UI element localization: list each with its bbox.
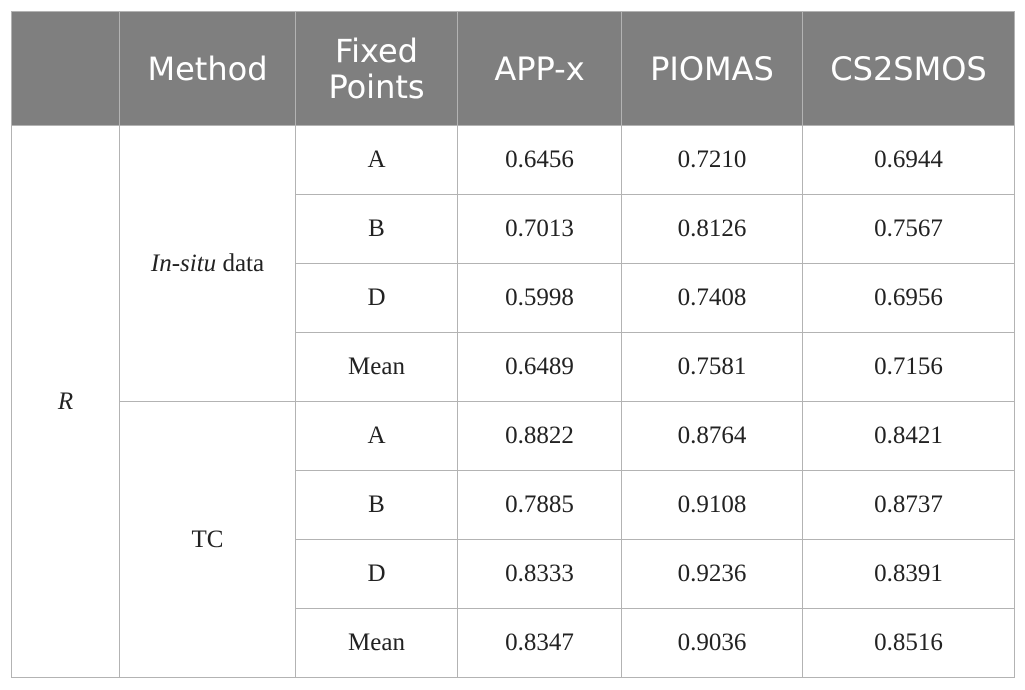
piomas-cell: 0.8126 [621,194,803,264]
app-x-cell: 0.5998 [457,263,622,333]
piomas-cell: 0.8764 [621,401,803,471]
header-piomas: PIOMAS [621,11,803,126]
piomas-cell: 0.7210 [621,125,803,195]
fixed-point-cell: D [295,263,458,333]
header-fixed-points: Fixed Points [295,11,458,126]
table-row: D 0.5998 0.7408 0.6956 [12,263,1015,333]
table-row: Mean 0.8347 0.9036 0.8516 [12,608,1015,678]
app-x-cell: 0.6489 [457,332,622,402]
fixed-point-cell: B [295,470,458,540]
method-rest: TC [191,525,224,553]
cs2smos-cell: 0.8737 [802,470,1015,540]
header-corner [11,11,120,126]
metric-label: R [11,125,120,678]
app-x-cell: 0.8347 [457,608,622,678]
cs2smos-cell: 0.8391 [802,539,1015,609]
fixed-point-cell: Mean [295,332,458,402]
header-fixed-points-line1: Fixed [335,31,418,70]
cs2smos-cell: 0.6956 [802,263,1015,333]
app-x-cell: 0.7885 [457,470,622,540]
piomas-cell: 0.9236 [621,539,803,609]
fixed-point-cell: Mean [295,608,458,678]
fixed-point-cell: B [295,194,458,264]
fixed-point-cell: A [295,125,458,195]
method-rest: data [216,249,265,277]
table-row: Mean 0.6489 0.7581 0.7156 [12,332,1015,402]
piomas-cell: 0.7408 [621,263,803,333]
table-row: B 0.7013 0.8126 0.7567 [12,194,1015,264]
method-cell-tc: TC [119,401,296,678]
app-x-cell: 0.6456 [457,125,622,195]
fixed-point-cell: D [295,539,458,609]
header-row: Method Fixed Points APP-x PIOMAS CS2SMOS [11,11,1015,126]
header-fixed-points-line2: Points [328,67,425,106]
cs2smos-cell: 0.7567 [802,194,1015,264]
piomas-cell: 0.9108 [621,470,803,540]
piomas-cell: 0.9036 [621,608,803,678]
table-row: D 0.8333 0.9236 0.8391 [12,539,1015,609]
table-row: TC A 0.8822 0.8764 0.8421 [12,401,1015,678]
app-x-cell: 0.8333 [457,539,622,609]
header-method: Method [119,11,296,126]
app-x-cell: 0.8822 [457,401,622,471]
piomas-cell: 0.7581 [621,332,803,402]
header-app-x: APP-x [457,11,622,126]
table-row: R In-situ data A 0.6456 0.7210 0.6944 [11,125,1015,678]
cs2smos-cell: 0.7156 [802,332,1015,402]
results-table: Method Fixed Points APP-x PIOMAS CS2SMOS… [11,11,1015,678]
cs2smos-cell: 0.8421 [802,401,1015,471]
method-cell-in-situ: In-situ data [119,125,296,402]
method-italic: In-situ [150,249,217,277]
app-x-cell: 0.7013 [457,194,622,264]
cs2smos-cell: 0.8516 [802,608,1015,678]
header-cs2smos: CS2SMOS [802,11,1015,126]
table-row: B 0.7885 0.9108 0.8737 [12,470,1015,540]
fixed-point-cell: A [295,401,458,471]
cs2smos-cell: 0.6944 [802,125,1015,195]
